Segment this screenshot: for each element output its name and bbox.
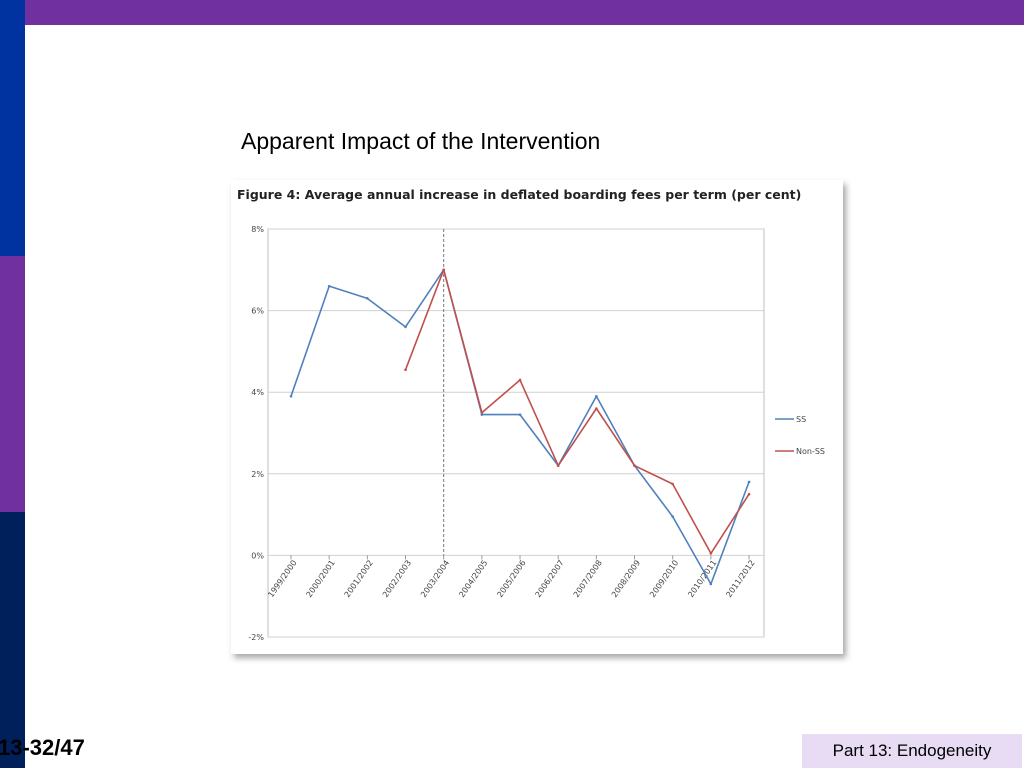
data-point-ss xyxy=(709,582,713,586)
x-tick-label: 2004/2005 xyxy=(457,558,489,599)
line-chart: Figure 4: Average annual increase in def… xyxy=(237,187,825,642)
x-tick-label: 2000/2001 xyxy=(305,558,337,599)
page-number: 13-32/47 xyxy=(0,735,85,760)
legend-label-non-ss: Non-SS xyxy=(796,447,825,456)
chart-title: Figure 4: Average annual increase in def… xyxy=(237,187,801,202)
x-tick-label: 2009/2010 xyxy=(648,558,680,599)
footer-label: Part 13: Endogeneity xyxy=(802,734,1022,768)
data-point-ss xyxy=(366,297,369,300)
data-point-ss xyxy=(327,284,331,288)
data-point-non-ss xyxy=(480,411,484,414)
x-tick-label: 2011/2012 xyxy=(724,558,756,599)
data-point-non-ss xyxy=(671,482,674,486)
data-point-non-ss xyxy=(442,268,445,272)
x-tick-label: 2003/2004 xyxy=(419,558,451,599)
y-tick-label: 6% xyxy=(251,307,264,316)
data-point-ss xyxy=(404,325,407,329)
data-point-non-ss xyxy=(404,368,407,372)
x-tick-label: 2002/2003 xyxy=(381,558,413,599)
data-point-ss xyxy=(289,394,293,398)
y-tick-label: 4% xyxy=(251,388,264,397)
x-tick-label: 2007/2008 xyxy=(572,558,604,599)
sidebar-block-top xyxy=(0,0,25,256)
series-line-non-ss xyxy=(404,269,750,555)
data-point-ss xyxy=(671,515,674,518)
figure-panel: Figure 4: Average annual increase in def… xyxy=(231,180,843,654)
x-tick-label: 2001/2002 xyxy=(343,558,375,599)
sidebar-block-bottom xyxy=(0,512,25,768)
data-point-non-ss xyxy=(633,464,636,467)
y-tick-label: 2% xyxy=(251,470,264,479)
y-tick-label: -2% xyxy=(248,633,264,642)
x-tick-label: 2008/2009 xyxy=(610,558,642,599)
data-point-ss xyxy=(595,394,598,398)
x-tick-label: 1999/2000 xyxy=(266,558,298,599)
x-tick-label: 2005/2006 xyxy=(495,558,527,599)
y-tick-label: 8% xyxy=(251,225,264,234)
data-point-non-ss xyxy=(747,492,751,496)
data-point-ss xyxy=(747,480,751,484)
series-line-ss xyxy=(290,269,750,585)
data-point-ss xyxy=(518,413,522,416)
data-point-non-ss xyxy=(595,407,598,410)
sidebar-block-middle xyxy=(0,256,25,512)
data-point-non-ss xyxy=(556,464,560,467)
slide-title: Apparent Impact of the Intervention xyxy=(241,128,601,154)
legend-label-ss: SS xyxy=(796,415,806,424)
top-banner xyxy=(0,0,1024,25)
y-tick-label: 0% xyxy=(251,551,264,560)
data-point-non-ss xyxy=(709,552,713,555)
data-point-non-ss xyxy=(518,378,522,382)
data-point-ss xyxy=(480,413,484,416)
x-tick-label: 2006/2007 xyxy=(534,558,566,599)
